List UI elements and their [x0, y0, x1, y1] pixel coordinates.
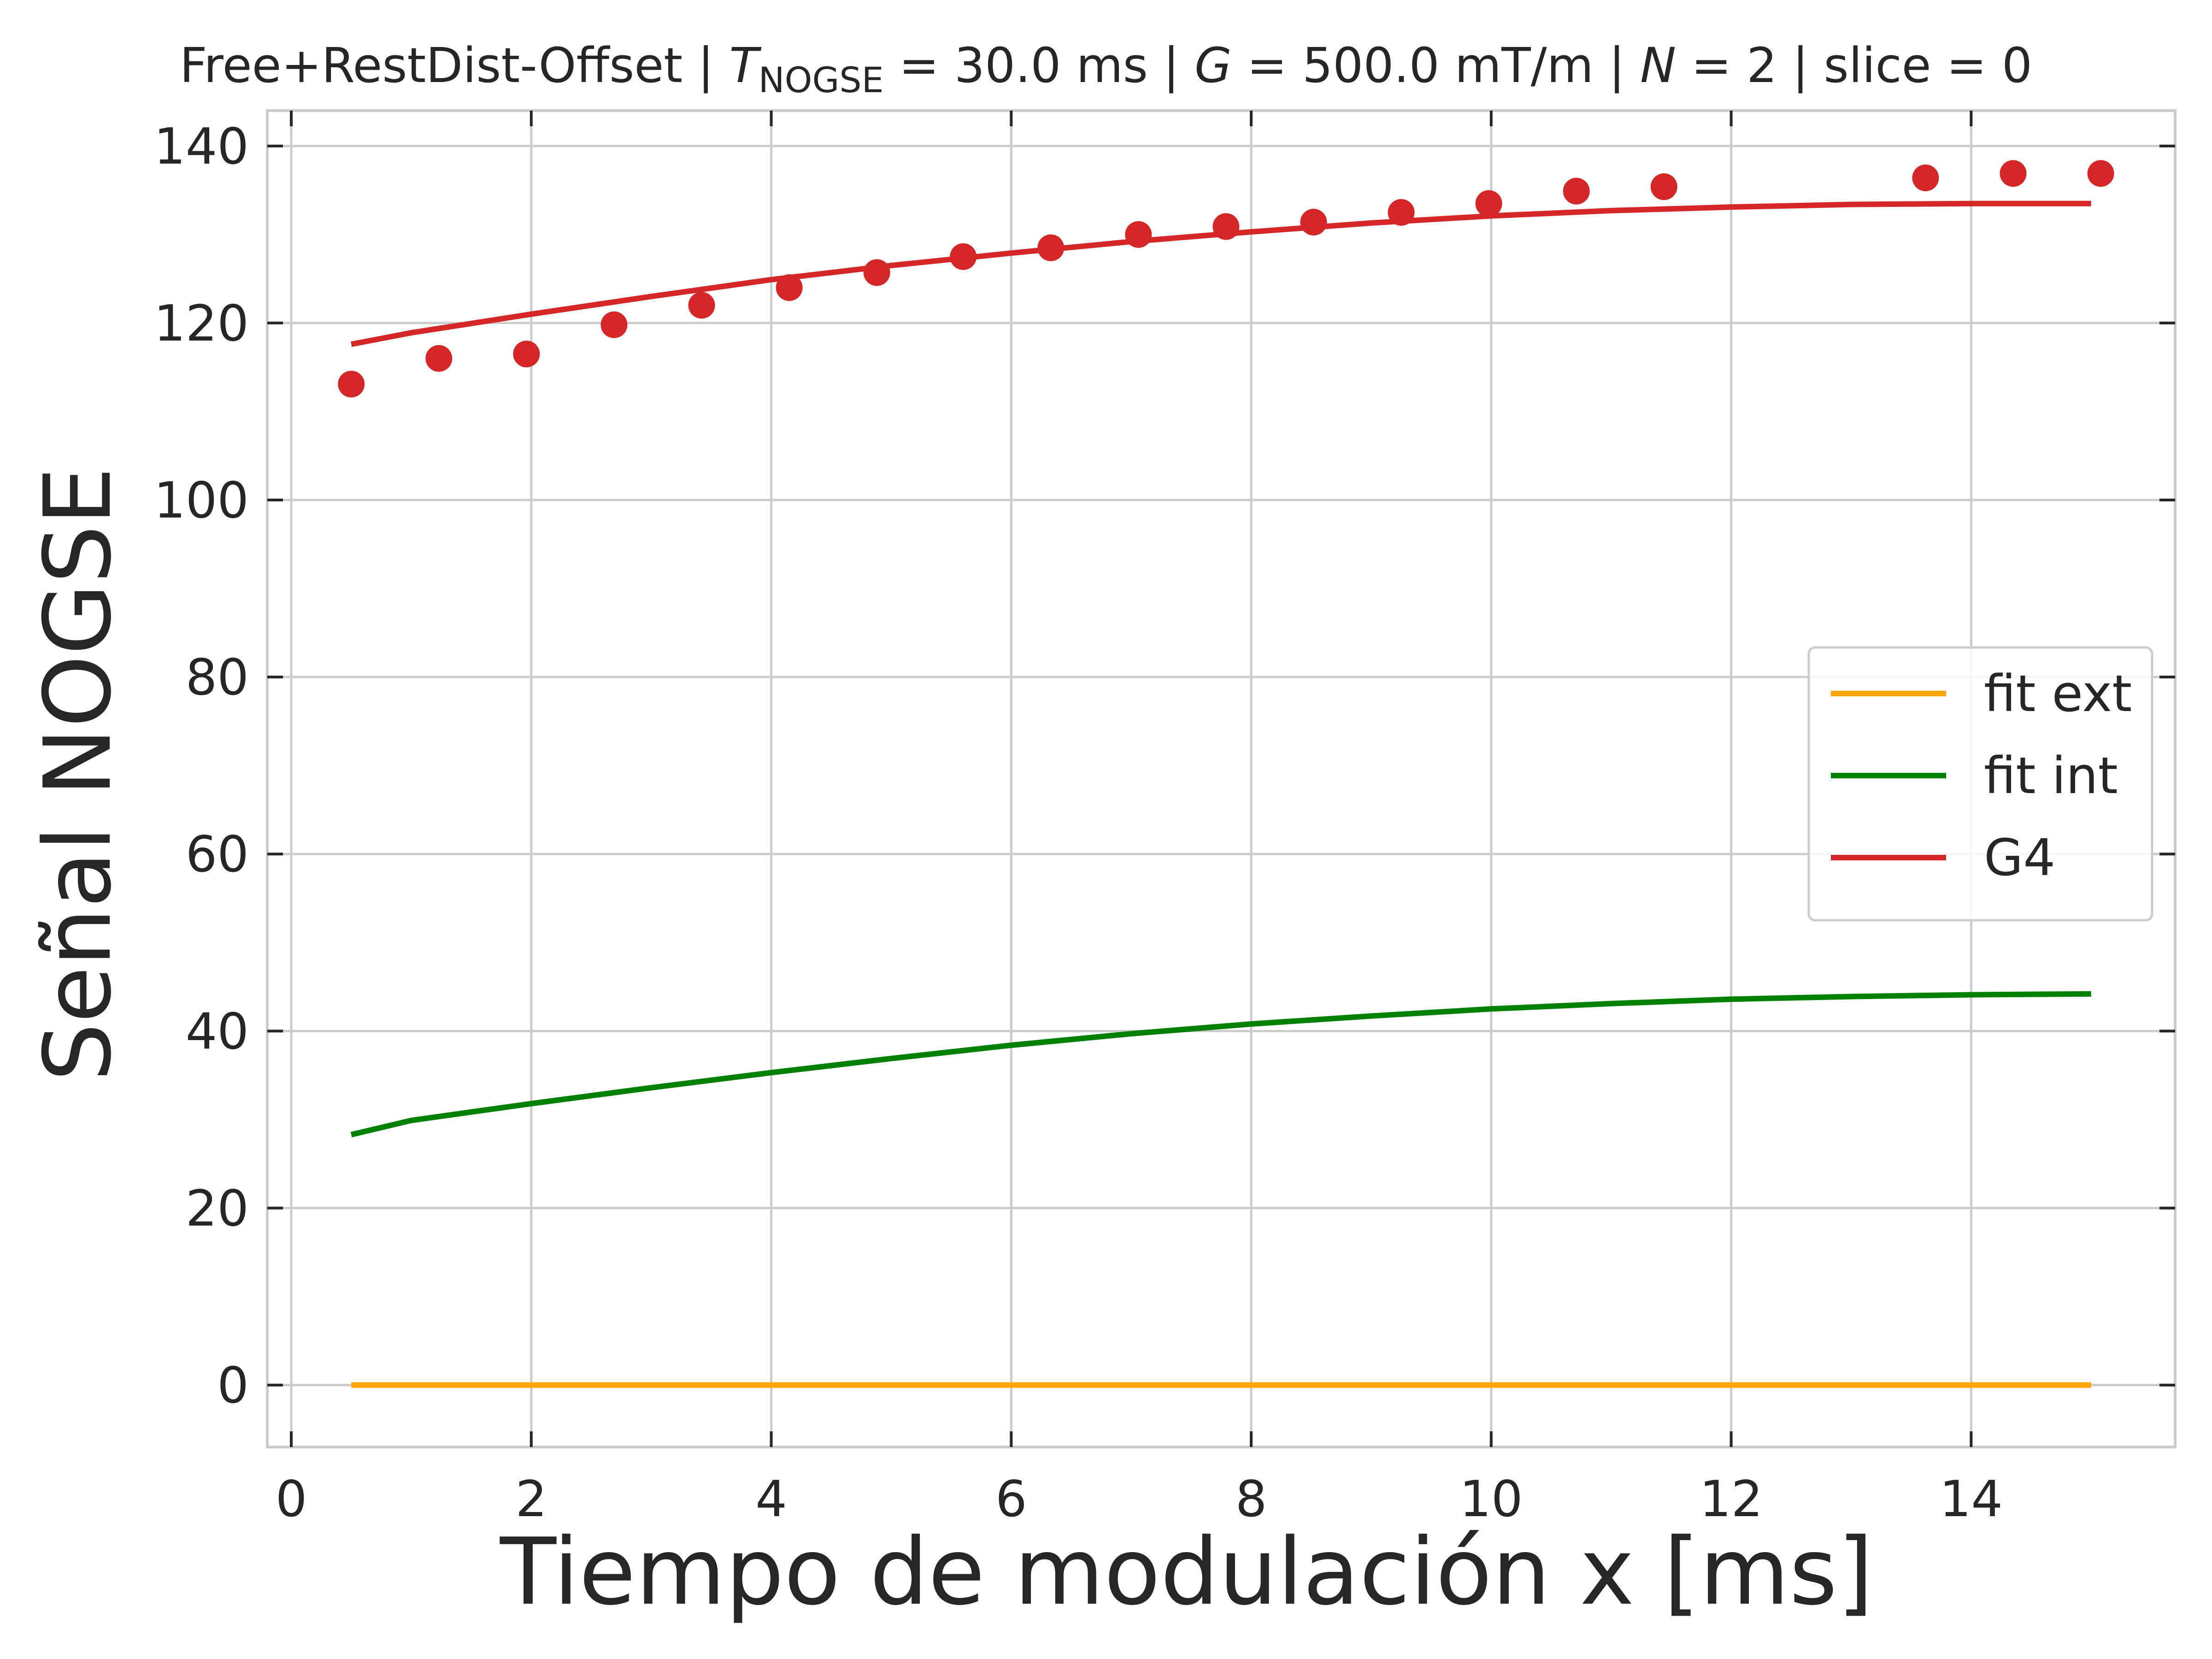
- x-tick-label: 14: [1940, 1471, 2003, 1528]
- x-tick-label: 4: [755, 1471, 787, 1528]
- y-tick-label: 0: [217, 1357, 249, 1415]
- data-point-g4-data: [950, 243, 977, 270]
- title-n-symbol: N: [1640, 37, 1676, 94]
- legend-label-fit-ext: fit ext: [1984, 664, 2132, 723]
- ticks: [267, 111, 2175, 1447]
- series: [350, 200, 2091, 1388]
- data-point-g4-data: [600, 311, 628, 338]
- data-point-g4-data: [688, 292, 715, 319]
- data-point-g4-data: [1300, 208, 1327, 235]
- title-prefix: Free+RestDist-Offset |: [180, 37, 729, 94]
- data-point-g4-data: [1125, 221, 1152, 248]
- title-g-value: = 500.0 mT/m |: [1232, 37, 1640, 94]
- y-axis-label: Señal NOGSE: [24, 467, 132, 1082]
- title-t-subscript: NOGSE: [759, 59, 884, 100]
- data-point-g4-data: [1212, 213, 1240, 240]
- x-tick-label: 0: [276, 1471, 307, 1528]
- series-line-fit-int: [350, 991, 2091, 1137]
- x-tick-label: 2: [515, 1471, 547, 1528]
- legend: fit ext fit int G4: [1807, 646, 2153, 922]
- plot-frame: [266, 109, 2177, 1448]
- data-point-g4-data: [1037, 234, 1065, 261]
- data-point-g4-data: [863, 259, 890, 286]
- x-tick-label: 10: [1459, 1471, 1523, 1528]
- chart-title: Free+RestDist-Offset | TNOGSE = 30.0 ms …: [180, 37, 2032, 100]
- y-tick-label: 40: [186, 1003, 249, 1060]
- data-point-g4-data: [1475, 190, 1502, 217]
- x-tick-label: 6: [995, 1471, 1027, 1528]
- title-g-symbol: G: [1194, 37, 1232, 94]
- y-tick-label: 100: [154, 472, 249, 529]
- x-axis-label: Tiempo de modulación x [ms]: [500, 1518, 1873, 1626]
- series-line-g4: [351, 200, 2091, 347]
- y-tick-label: 140: [154, 118, 249, 176]
- legend-box: [1807, 646, 2153, 922]
- y-tick-label: 120: [154, 295, 249, 353]
- title-n-value: = 2 | slice = 0: [1676, 37, 2032, 94]
- x-tick-label: 12: [1700, 1471, 1763, 1528]
- y-tick-labels: 0 20 40 60 80 100 120 140: [154, 118, 249, 1415]
- data-point-g4-data: [425, 345, 453, 372]
- data-point-g4-data: [1912, 164, 1939, 191]
- data-point-g4-data: [1388, 199, 1415, 226]
- title-t-symbol: T: [729, 37, 762, 94]
- x-tick-label: 8: [1235, 1471, 1267, 1528]
- legend-label-g4: G4: [1984, 828, 2055, 887]
- data-point-g4-data: [2000, 160, 2027, 187]
- data-point-g4-data: [513, 341, 540, 368]
- x-tick-labels: 0 2 4 6 8 10 12 14: [276, 1471, 2003, 1528]
- y-tick-label: 80: [186, 649, 249, 706]
- y-tick-label: 20: [186, 1180, 249, 1237]
- data-point-g4-data: [776, 274, 803, 301]
- data-points: [338, 160, 2114, 398]
- legend-label-fit-int: fit int: [1984, 746, 2118, 805]
- data-point-g4-data: [338, 371, 365, 398]
- y-tick-label: 60: [186, 826, 249, 883]
- data-point-g4-data: [1563, 177, 1590, 205]
- data-point-g4-data: [1650, 173, 1677, 200]
- title-t-value: = 30.0 ms |: [884, 37, 1195, 94]
- data-point-g4-data: [2087, 160, 2114, 187]
